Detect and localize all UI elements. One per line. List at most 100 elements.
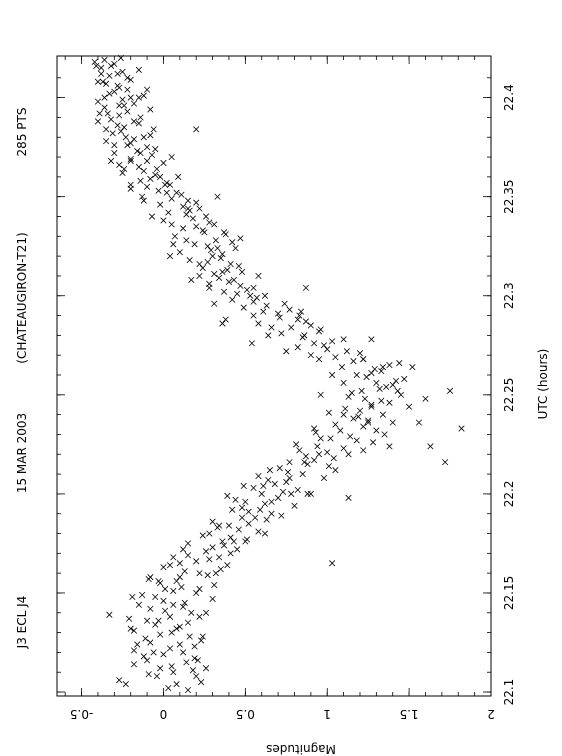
data-point — [202, 609, 210, 616]
data-point — [209, 253, 216, 260]
data-point — [109, 130, 116, 137]
data-point — [124, 74, 131, 81]
data-point — [330, 455, 337, 462]
data-point — [147, 175, 154, 182]
data-point — [193, 199, 200, 206]
data-point — [342, 405, 349, 412]
data-point — [302, 453, 310, 460]
data-point — [220, 229, 228, 236]
data-point — [340, 411, 347, 418]
data-point — [183, 659, 190, 666]
data-point — [361, 395, 368, 402]
data-point — [307, 490, 314, 497]
data-point — [130, 661, 138, 668]
data-point — [191, 655, 198, 662]
data-point — [286, 474, 293, 482]
data-point — [202, 548, 210, 555]
x-tick-label: 22.4 — [502, 84, 516, 111]
data-point — [353, 437, 360, 444]
data-point — [234, 546, 241, 553]
data-point — [235, 526, 242, 533]
data-point — [119, 68, 126, 75]
data-point — [94, 78, 102, 85]
data-point — [206, 556, 213, 563]
data-point — [121, 102, 128, 109]
data-point — [94, 98, 102, 105]
data-point — [271, 480, 278, 488]
y-tick-label: 0 — [160, 707, 168, 721]
data-point — [127, 155, 134, 163]
data-point — [140, 197, 147, 204]
data-point — [101, 104, 108, 111]
data-point — [294, 316, 301, 323]
data-point — [114, 70, 121, 77]
data-point — [340, 379, 347, 387]
data-point — [320, 474, 328, 482]
data-point — [317, 435, 324, 442]
data-point — [137, 114, 144, 121]
data-point — [153, 673, 160, 680]
data-point — [157, 665, 164, 672]
data-point — [242, 538, 249, 545]
data-point — [324, 449, 331, 456]
data-point — [422, 395, 429, 402]
data-point — [365, 417, 372, 424]
data-point — [291, 502, 298, 509]
data-point — [219, 268, 226, 276]
data-point — [266, 467, 273, 474]
data-point — [127, 140, 134, 147]
data-point — [107, 62, 115, 69]
data-point — [263, 302, 270, 309]
data-point — [148, 213, 156, 220]
data-point — [340, 445, 347, 452]
data-point — [360, 356, 367, 363]
data-point — [173, 189, 180, 196]
data-point — [261, 530, 269, 537]
data-point — [340, 336, 347, 343]
data-point — [173, 625, 180, 632]
data-point — [229, 296, 236, 303]
data-point — [114, 122, 121, 129]
data-points — [91, 54, 465, 694]
data-point — [229, 239, 236, 246]
data-point — [294, 486, 301, 494]
data-point — [250, 484, 257, 492]
data-point — [446, 387, 454, 394]
data-point — [107, 116, 115, 123]
data-point — [147, 132, 154, 139]
header-observer: (CHATEAUGIRON-T21) — [15, 232, 29, 363]
data-point — [386, 399, 393, 406]
data-point — [198, 679, 205, 686]
data-point — [130, 100, 138, 107]
data-point — [165, 684, 172, 692]
data-point — [122, 134, 129, 141]
data-point — [183, 237, 190, 244]
data-point — [343, 348, 350, 355]
data-point — [332, 467, 339, 474]
data-point — [225, 278, 233, 285]
data-point — [135, 94, 142, 101]
data-point — [389, 381, 396, 388]
data-point — [168, 153, 175, 161]
data-point — [327, 435, 334, 442]
data-point — [139, 193, 146, 200]
data-point — [140, 134, 147, 141]
data-point — [119, 169, 126, 176]
data-point — [216, 274, 223, 282]
data-point — [224, 492, 231, 499]
data-point — [297, 308, 305, 315]
data-point — [130, 627, 138, 634]
data-point — [356, 350, 364, 357]
data-point — [281, 300, 288, 307]
data-point — [206, 219, 213, 226]
data-point — [356, 407, 364, 414]
data-point — [242, 498, 249, 505]
data-point — [304, 461, 311, 468]
data-point — [160, 159, 167, 167]
data-point — [386, 443, 393, 450]
data-point — [338, 364, 346, 371]
data-point — [189, 215, 197, 222]
data-point — [255, 528, 262, 535]
data-point — [288, 324, 295, 331]
data-point — [117, 128, 124, 135]
